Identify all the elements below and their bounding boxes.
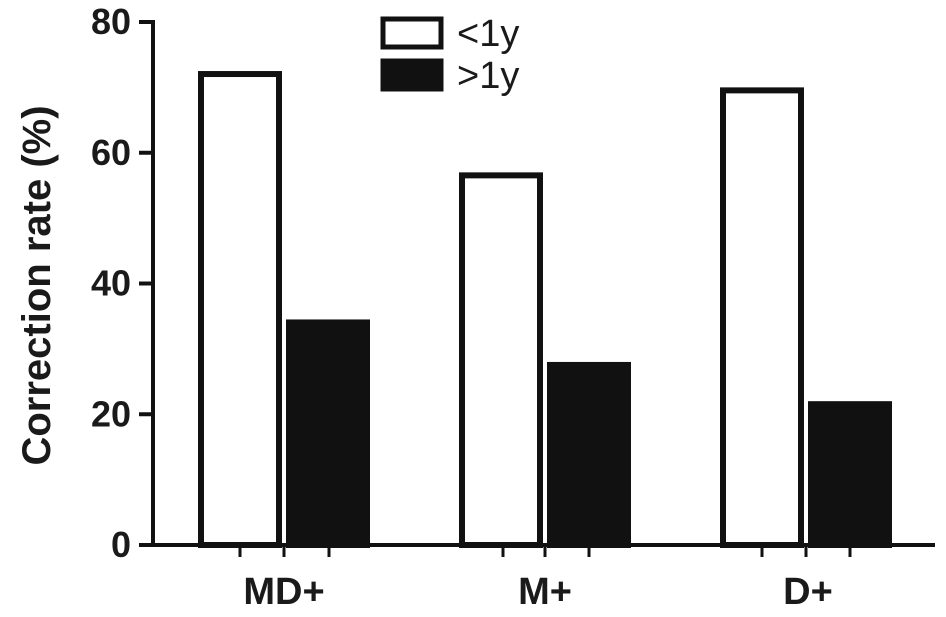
- bar-md-series-2: [286, 319, 370, 548]
- x-ticks-layer: MD+ M+ D+: [238, 545, 852, 613]
- x-category-label: M+: [518, 571, 572, 613]
- legend-label: <1y: [457, 13, 519, 55]
- bars-layer: [198, 71, 892, 549]
- legend-swatch: [380, 16, 444, 50]
- y-tick-label: 80: [91, 1, 131, 42]
- y-ticks-layer: 0 20 40 60 80: [91, 1, 153, 565]
- y-tick-label: 0: [111, 524, 131, 565]
- y-tick-label: 40: [91, 263, 131, 304]
- bar-d-series-1: [720, 87, 804, 548]
- x-category-label: D+: [783, 571, 833, 613]
- legend-swatch: [380, 58, 444, 92]
- bar-m-series-2: [547, 361, 631, 549]
- y-tick-label: 20: [91, 393, 131, 434]
- legend-label: >1y: [457, 55, 519, 97]
- y-axis-title: Correction rate (%): [15, 105, 59, 465]
- bar-m-series-1: [459, 172, 543, 549]
- bar-md-series-1: [198, 71, 282, 548]
- legend: <1y>1y: [380, 13, 519, 97]
- y-tick-label: 60: [91, 132, 131, 173]
- bar-d-series-2: [808, 401, 892, 548]
- x-category-label: MD+: [243, 571, 324, 613]
